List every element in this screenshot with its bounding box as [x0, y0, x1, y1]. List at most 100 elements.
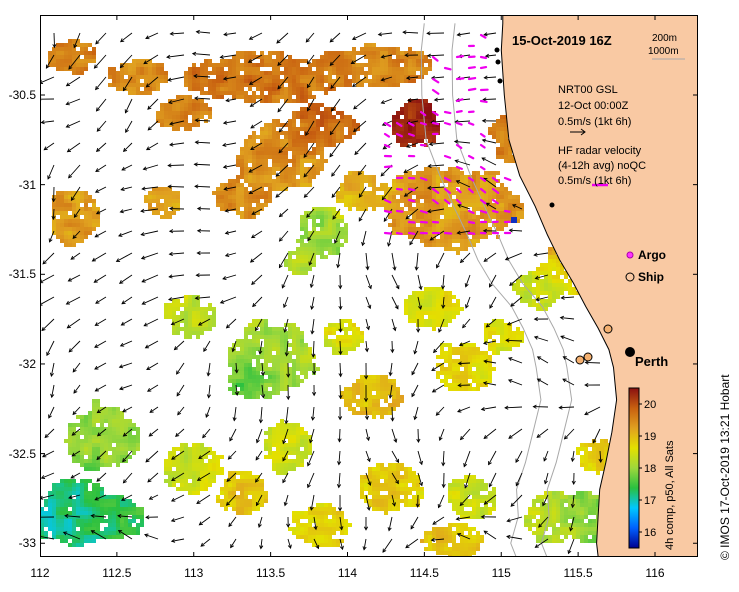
- gsl-arrow: [433, 340, 445, 354]
- gsl-arrow: [441, 296, 446, 309]
- gsl-arrow: [44, 428, 55, 439]
- gsl-arrow: [459, 428, 471, 441]
- gsl-arrow: [489, 296, 497, 309]
- gsl-arrow: [353, 98, 367, 110]
- gsl-arrow: [255, 472, 263, 483]
- hf-radar-arrow: [443, 231, 453, 235]
- gsl-arrow: [380, 98, 393, 104]
- gsl-arrow: [336, 472, 342, 489]
- gsl-arrow: [95, 164, 107, 172]
- hf-radar-arrow: [395, 187, 403, 191]
- colorbar-tick-label: 17: [644, 495, 656, 507]
- hf-radar-arrow: [431, 77, 440, 84]
- gsl-arrow: [144, 340, 159, 349]
- gsl-arrow: [427, 163, 445, 169]
- gsl-arrow: [278, 120, 289, 133]
- hf-radar-arrow: [383, 132, 391, 138]
- gsl-arrow: [365, 296, 372, 310]
- gsl-arrow: [560, 335, 575, 342]
- hf-radar-arrow: [443, 187, 452, 195]
- sst-map: 15-Oct-2019 16Z 200m 1000m NRT00 GSL 12-Oct …: [40, 15, 698, 557]
- gsl-arrow: [391, 494, 396, 507]
- gsl-arrow: [352, 76, 367, 87]
- gsl-arrow: [64, 513, 81, 519]
- gsl-arrow: [483, 428, 497, 439]
- gsl-arrow: [310, 296, 315, 310]
- gsl-arrow: [538, 516, 549, 528]
- gsl-arrow: [173, 340, 185, 351]
- gsl-arrow: [71, 428, 81, 436]
- gsl-arrow: [403, 164, 419, 173]
- gsl-arrow: [91, 252, 107, 262]
- ship-marker: [575, 355, 585, 365]
- gsl-arrow: [456, 533, 471, 540]
- gsl-arrow: [307, 472, 315, 489]
- gsl-arrow: [193, 96, 211, 101]
- hf-radar-arrow: [479, 176, 487, 182]
- gsl-arrow: [168, 296, 185, 302]
- gsl-arrow: [507, 357, 523, 364]
- gsl-arrow: [140, 252, 159, 260]
- gsl-arrow: [227, 450, 237, 460]
- gsl-arrow: [310, 406, 316, 421]
- gsl-arrow: [278, 230, 289, 242]
- gsl-arrow: [388, 384, 393, 399]
- gsl-arrow: [357, 164, 367, 176]
- gsl-arrow: [141, 186, 159, 191]
- colorbar-tick-label: 19: [644, 431, 656, 443]
- gsl-arrow: [380, 54, 393, 59]
- gsl-arrow: [94, 384, 107, 392]
- gsl-arrow: [483, 494, 497, 505]
- gsl-arrow: [70, 472, 81, 479]
- gsl-arrow: [119, 208, 133, 214]
- gsl-arrow: [277, 76, 289, 90]
- gsl-arrow: [196, 494, 211, 504]
- hf-radar-arrow: [431, 198, 439, 205]
- gsl-arrow: [96, 472, 107, 482]
- hf-radar-arrow: [443, 176, 452, 182]
- gsl-arrow: [483, 32, 497, 37]
- gsl-arrow: [405, 75, 419, 80]
- gsl-arrow: [433, 97, 445, 102]
- gsl-arrow: [251, 208, 263, 215]
- gsl-arrow: [458, 340, 471, 347]
- gsl-arrow: [428, 141, 445, 147]
- hf-radar-arrow: [443, 154, 452, 159]
- gsl-arrow: [417, 274, 423, 291]
- gsl-arrow: [224, 230, 237, 235]
- gsl-arrow: [417, 450, 424, 466]
- gsl-arrow: [338, 406, 343, 421]
- gsl-arrow: [559, 315, 575, 320]
- gsl-arrow: [255, 450, 263, 461]
- gsl-arrow: [536, 428, 549, 438]
- gsl-arrow: [66, 318, 81, 329]
- hf-radar-arrow: [407, 121, 415, 127]
- gsl-arrow: [430, 537, 445, 542]
- gsl-arrow: [149, 406, 159, 413]
- gsl-arrow: [194, 184, 211, 189]
- gsl-arrow: [250, 142, 263, 151]
- gsl-arrow: [504, 252, 523, 261]
- gsl-arrow: [275, 164, 289, 177]
- gsl-arrow: [563, 428, 575, 440]
- gsl-arrow: [338, 362, 343, 378]
- gsl-arrow: [248, 164, 263, 173]
- hf-radar-arrow: [419, 121, 427, 126]
- gsl-arrow: [122, 76, 133, 92]
- gsl-arrow: [438, 318, 445, 333]
- gsl-arrow: [284, 340, 289, 357]
- gsl-arrow: [365, 318, 371, 331]
- gsl-arrow: [510, 494, 523, 507]
- gsl-arrow: [403, 186, 419, 197]
- gsl-arrow: [224, 252, 237, 258]
- gsl-arrow: [407, 98, 419, 103]
- gsl-arrow: [306, 208, 315, 218]
- gsl-arrow: [592, 428, 601, 444]
- gsl-arrow: [456, 230, 471, 235]
- gsl-arrow: [567, 538, 575, 555]
- colorbar-label: 4h comp, p50, All Sats: [664, 440, 676, 550]
- hf-radar-arrow: [455, 165, 463, 170]
- hf-radar-arrow: [479, 33, 487, 39]
- gsl-arrow: [176, 362, 185, 375]
- map-plot-area[interactable]: 15-Oct-2019 16Z 200m 1000m NRT00 GSL 12-Oct …: [40, 15, 698, 557]
